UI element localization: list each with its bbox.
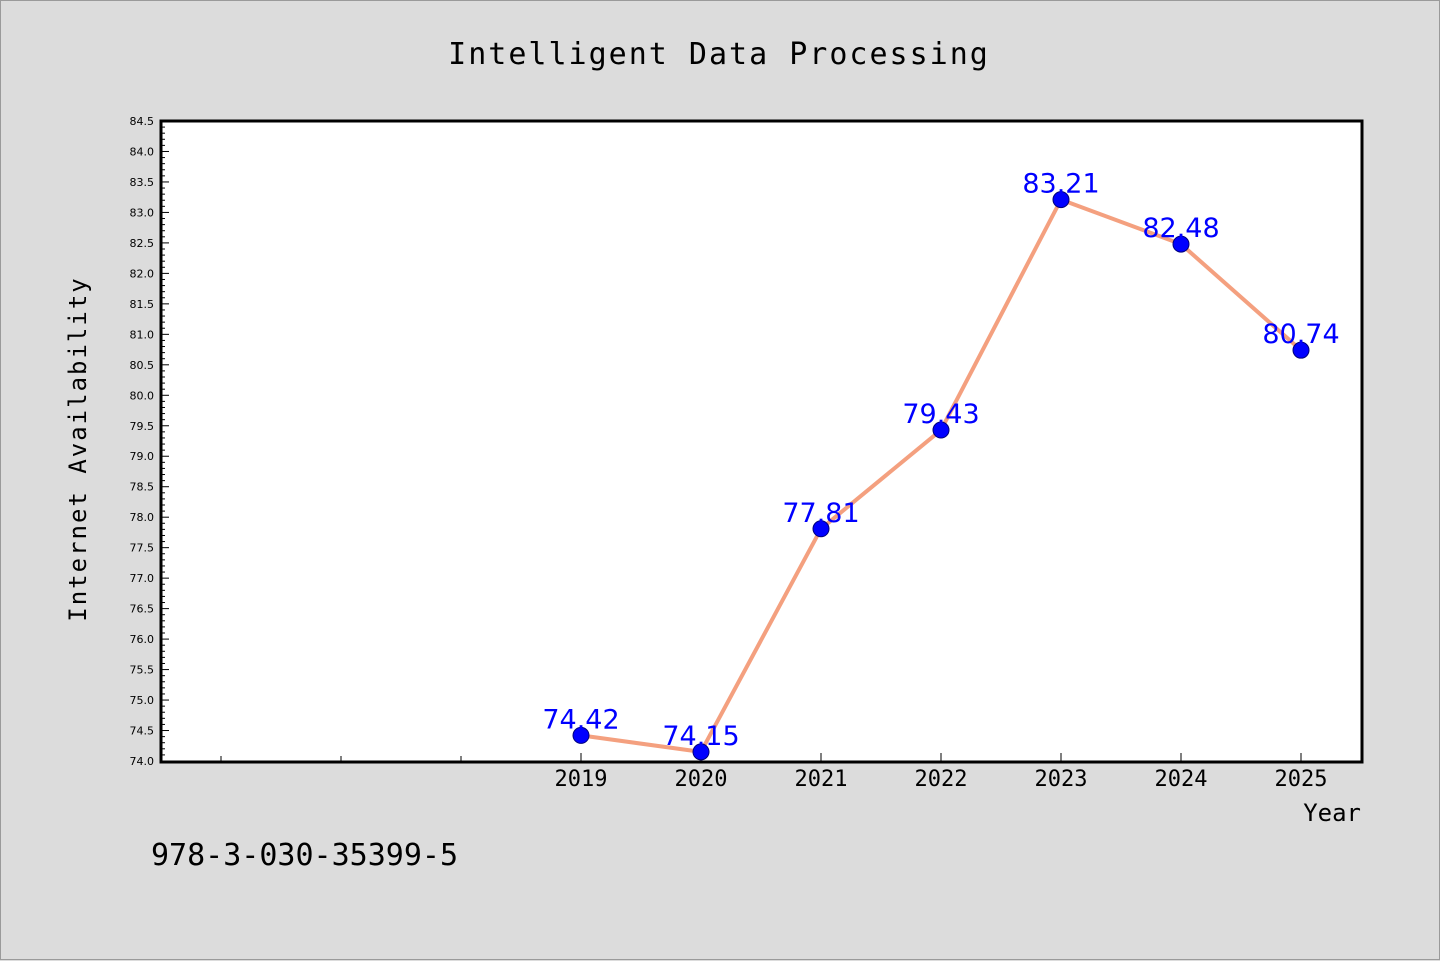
data-point: [932, 421, 950, 439]
x-axis: 2019 2020 2021 2022 2023 2024 2025: [220, 753, 1328, 792]
y-tick-label: 76.5: [130, 603, 155, 616]
data-point: [1292, 341, 1310, 359]
data-label: 74.15: [662, 721, 739, 752]
data-label: 77.81: [782, 498, 859, 529]
x-tick-label: 2022: [915, 767, 968, 792]
x-tick-label: 2025: [1275, 767, 1328, 792]
y-tick-label: 83.5: [130, 176, 155, 189]
y-tick-label: 82.5: [130, 237, 155, 250]
data-label: 82.48: [1142, 213, 1219, 244]
y-tick-label: 76.0: [130, 633, 155, 646]
data-point: [1052, 191, 1070, 209]
series-layer: [572, 191, 1310, 761]
data-label: 83.21: [1022, 169, 1099, 200]
data-point: [812, 520, 830, 538]
x-axis-label: Year: [1303, 799, 1361, 827]
data-point: [572, 726, 590, 744]
y-tick-label: 74.0: [130, 755, 155, 768]
y-tick-label: 77.5: [130, 542, 155, 555]
y-tick-label: 79.0: [130, 450, 155, 463]
data-point: [692, 743, 710, 761]
x-tick-label: 2019: [555, 767, 608, 792]
y-tick-label: 80.5: [130, 359, 155, 372]
y-axis: 74.0 74.5 75.0 75.5 76.0 76.5 77.0 77.5 78.0 78.5…: [130, 115, 169, 768]
data-point: [1172, 235, 1190, 253]
plot-area: [159, 119, 1364, 764]
y-axis-label: Internet Availability: [64, 276, 92, 621]
data-label: 74.42: [542, 704, 619, 735]
y-tick-label: 74.5: [130, 725, 155, 738]
y-tick-label: 83.0: [130, 206, 155, 219]
y-tick-label: 84.0: [130, 145, 155, 158]
y-tick-label: 75.5: [130, 664, 155, 677]
y-tick-label: 75.0: [130, 694, 155, 707]
y-tick-label: 84.5: [130, 115, 155, 128]
y-tick-label: 81.0: [130, 328, 155, 341]
x-tick-label: 2021: [795, 767, 848, 792]
x-tick-label: 2024: [1155, 767, 1208, 792]
y-tick-label: 80.0: [130, 389, 155, 402]
y-tick-label: 82.0: [130, 267, 155, 280]
chart-title: Intelligent Data Processing: [448, 37, 990, 72]
x-tick-label: 2023: [1035, 767, 1088, 792]
isbn-text: 978-3-030-35399-5: [151, 838, 458, 873]
y-tick-label: 78.0: [130, 511, 155, 524]
y-tick-label: 77.0: [130, 572, 155, 585]
data-label: 80.74: [1262, 319, 1339, 350]
y-tick-label: 79.5: [130, 420, 155, 433]
data-label-layer: 74.42 74.15 77.81 79.43 83.21 82.48 80.74: [542, 169, 1339, 752]
data-label: 79.43: [902, 399, 979, 430]
x-tick-label: 2020: [675, 767, 728, 792]
y-tick-label: 81.5: [130, 298, 155, 311]
y-tick-label: 78.5: [130, 481, 155, 494]
